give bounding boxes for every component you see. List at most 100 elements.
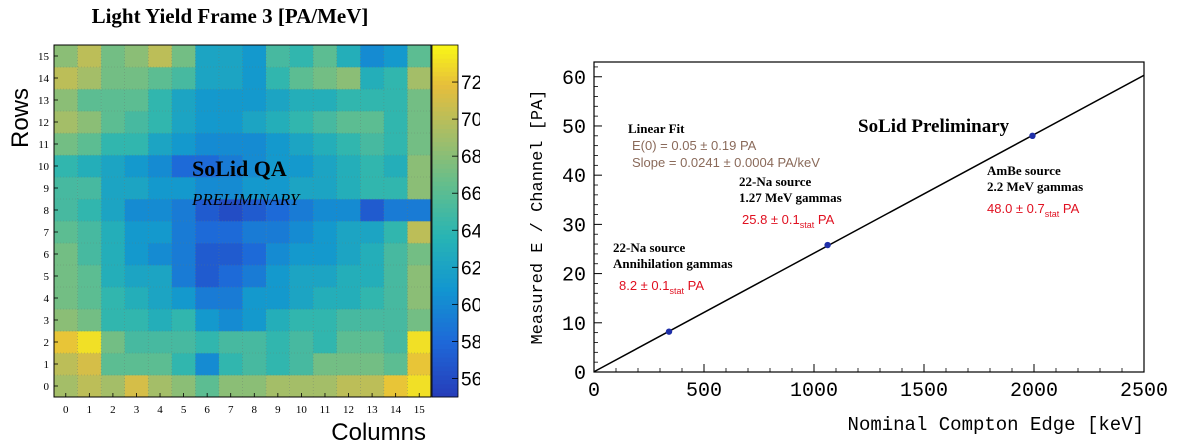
heatmap-cell	[360, 331, 385, 354]
colorbar-segment	[432, 357, 458, 363]
heatmap-cell	[171, 331, 196, 354]
x-tick-label: 8	[252, 404, 258, 416]
data-point	[824, 241, 831, 249]
heatmap-cell	[218, 309, 243, 332]
heatmap-cell	[407, 199, 432, 222]
colorbar-segment	[432, 159, 458, 165]
colorbar-segment	[432, 370, 458, 376]
heatmap-cell	[266, 45, 290, 68]
colorbar-segment	[432, 84, 458, 90]
heatmap-cell	[289, 287, 314, 310]
heatmap-cell	[383, 287, 408, 310]
heatmap-cell	[218, 111, 243, 134]
colorbar-segment	[432, 317, 458, 323]
colorbar-segment	[432, 353, 458, 358]
colorbar-segment	[432, 322, 458, 327]
point-gamma-label: 2.2 MeV gammas	[987, 179, 1083, 194]
colorbar-segment	[432, 141, 458, 147]
heatmap-cell	[336, 199, 361, 222]
heatmap-cell	[148, 89, 173, 112]
colorbar-segment	[432, 45, 458, 50]
x-tick-label: 15	[414, 404, 426, 416]
x-tick-label: 13	[367, 404, 379, 416]
heatmap-cell	[266, 67, 290, 90]
heatmap-cell	[77, 221, 102, 244]
heatmap-cell	[360, 221, 385, 244]
heatmap-cell	[101, 89, 125, 112]
heatmap-cell	[148, 265, 173, 288]
heatmap-cell	[101, 331, 125, 354]
heatmap-cell	[101, 177, 125, 200]
heatmap-cell	[313, 133, 338, 156]
heatmap-cell	[383, 375, 408, 398]
heatmap-cell	[171, 287, 196, 310]
heatmap-cell	[383, 353, 408, 376]
heatmap-cell	[289, 353, 314, 376]
colorbar-segment	[432, 282, 458, 288]
x-tick-label: 0	[63, 404, 69, 416]
heatmap-cell	[171, 221, 196, 244]
colorbar-segment	[432, 199, 458, 204]
heatmap-cell	[218, 265, 243, 288]
heatmap-cell	[242, 89, 267, 112]
colorbar-segment	[432, 361, 458, 367]
scatter-y-axis-title: Measured E / Channel [PA]	[529, 89, 548, 344]
colorbar-segment	[432, 212, 458, 217]
heatmap-cell	[313, 243, 338, 266]
colorbar-segment	[432, 375, 458, 380]
point-measured-value: 8.2 ± 0.1stat PA	[619, 278, 704, 296]
heatmap-cell	[54, 199, 78, 222]
colorbar-segment	[432, 168, 458, 173]
heatmap-cell	[171, 67, 196, 90]
x-tick-label: 7	[228, 404, 234, 416]
heatmap-cell	[266, 199, 290, 222]
colorbar-segment	[432, 58, 458, 63]
y-tick-label: 6	[44, 249, 50, 261]
heatmap-cell	[171, 243, 196, 266]
colorbar-segment	[432, 326, 458, 332]
colorbar-tick-label: 66	[461, 184, 480, 205]
heatmap-cell	[54, 133, 78, 156]
heatmap-cell	[289, 89, 314, 112]
heatmap-cell	[313, 309, 338, 332]
heatmap-cell	[195, 199, 220, 222]
heatmap-cell	[242, 287, 267, 310]
heatmap-cell	[195, 111, 220, 134]
colorbar-segment	[432, 115, 458, 121]
heatmap-cell	[336, 221, 361, 244]
colorbar-tick-label: 58	[461, 332, 480, 353]
heatmap-cell	[266, 265, 290, 288]
heatmap-cell	[218, 133, 243, 156]
plot-header: SoLid Preliminary	[858, 116, 1010, 137]
colorbar-segment	[432, 278, 458, 283]
point-source-label: 22-Na source	[613, 240, 686, 255]
heatmap-cell	[383, 133, 408, 156]
heatmap-cell	[218, 89, 243, 112]
watermark-title: SoLid QA	[192, 156, 287, 181]
heatmap-cell	[195, 177, 220, 200]
heatmap-cell	[195, 67, 220, 90]
y-tick-label: 10	[38, 161, 50, 173]
heatmap-cell	[336, 89, 361, 112]
y-tick-label: 4	[44, 293, 50, 305]
heatmap-cell	[407, 353, 432, 376]
heatmap-cell	[266, 287, 290, 310]
heatmap-cell	[242, 155, 267, 178]
colorbar-tick-label: 60	[461, 295, 480, 316]
colorbar-segment	[432, 313, 458, 319]
colorbar-segment	[432, 67, 458, 72]
colorbar-segment	[432, 62, 458, 68]
colorbar-segment	[432, 119, 458, 125]
point-source-label: 22-Na source	[739, 174, 812, 189]
heatmap-cell	[148, 331, 173, 354]
colorbar-segment	[432, 150, 458, 156]
heatmap-cell	[54, 221, 78, 244]
heatmap-cell	[218, 287, 243, 310]
heatmap-cell	[242, 67, 267, 90]
colorbar-segment	[432, 238, 458, 244]
colorbar-segment	[432, 388, 458, 393]
colorbar-segment	[432, 247, 458, 253]
heatmap-cell	[148, 45, 173, 68]
heatmap-cell	[101, 133, 125, 156]
x-tick-label: 14	[390, 404, 402, 416]
